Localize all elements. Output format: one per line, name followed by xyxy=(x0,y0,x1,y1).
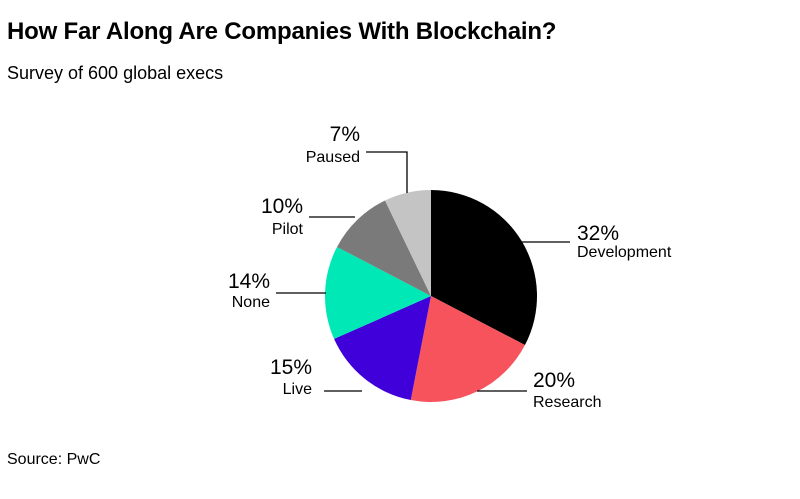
pie-slice-research xyxy=(410,296,525,403)
value-label-research: 20% xyxy=(533,369,575,392)
value-label-none: 14% xyxy=(228,270,270,293)
pie-slice-none xyxy=(324,246,431,339)
category-label-research: Research xyxy=(533,394,601,411)
chart-title: How Far Along Are Companies With Blockch… xyxy=(7,18,557,45)
leader-lines xyxy=(276,151,570,392)
pie-slice-paused xyxy=(385,190,431,296)
value-label-pilot: 10% xyxy=(261,195,303,218)
pie-slices xyxy=(324,190,538,403)
leader-line-paused xyxy=(366,151,408,193)
category-label-pilot: Pilot xyxy=(272,221,304,238)
category-label-development: Development xyxy=(577,244,672,261)
chart-source: Source: PwC xyxy=(7,451,101,468)
category-label-paused: Paused xyxy=(306,149,360,166)
pie-slice-development xyxy=(431,190,538,346)
category-label-none: None xyxy=(232,294,270,311)
value-label-development: 32% xyxy=(577,222,619,245)
category-label-live: Live xyxy=(283,381,312,398)
chart-subtitle: Survey of 600 global execs xyxy=(7,63,224,83)
pie-slice-pilot xyxy=(337,200,431,296)
slice-labels: 32%Development 20% Research 15% Live 14%None 1… xyxy=(228,123,672,411)
value-label-live: 15% xyxy=(270,356,312,379)
pie-slice-live xyxy=(334,296,431,401)
value-label-paused: 7% xyxy=(330,123,360,146)
